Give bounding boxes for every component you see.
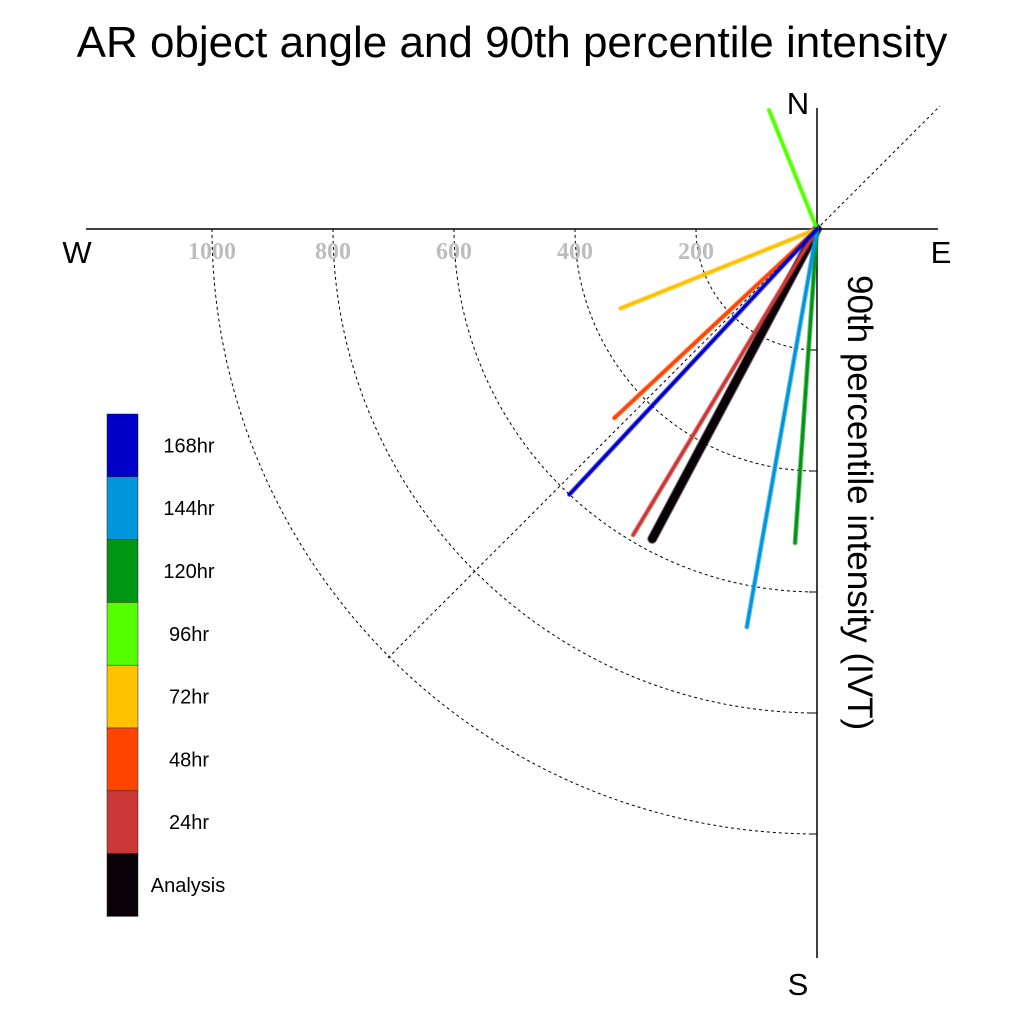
legend-swatch-120hr: [106, 539, 139, 603]
tick-label-1000: 1000: [188, 239, 236, 265]
compass-south: S: [788, 967, 809, 1002]
polar-grid: [211, 105, 941, 835]
vector-24hr: [631, 227, 819, 537]
legend-label-96hr: 96hr: [169, 624, 209, 646]
tick-label-400: 400: [557, 239, 593, 265]
vector-analysis: [648, 225, 821, 543]
legend-label-144hr: 144hr: [163, 498, 214, 520]
legend-swatch-96hr: [106, 602, 139, 666]
legend-label-120hr: 120hr: [163, 561, 214, 583]
vector-144hr: [745, 227, 819, 629]
legend-label-168hr: 168hr: [163, 435, 214, 457]
legend-swatch-analysis: [106, 853, 139, 917]
legend-swatch-144hr: [106, 476, 139, 540]
legend-swatch-168hr: [106, 413, 139, 478]
vector-series: [566, 107, 822, 630]
compass-west: W: [62, 235, 92, 270]
legend-label-analysis: Analysis: [151, 875, 225, 897]
legend-label-24hr: 24hr: [169, 812, 209, 834]
grid-diagonal: [387, 105, 941, 659]
grid-arc-600: [453, 228, 818, 593]
radial-tick-labels: 200 400 600 800 1000: [188, 239, 714, 265]
vector-120hr: [793, 227, 819, 545]
legend-label-48hr: 48hr: [169, 749, 209, 771]
grid-arc-1000: [211, 228, 818, 835]
vector-72hr: [619, 227, 819, 310]
tick-label-800: 800: [315, 239, 351, 265]
legend-swatch-72hr: [106, 664, 139, 729]
chart-title: AR object angle and 90th percentile inte…: [77, 18, 948, 67]
compass-north: N: [787, 86, 809, 121]
intensity-axis-label: 90th percentile intensity (IVT): [840, 275, 879, 730]
legend: 168hr 144hr 120hr 96hr 72hr 48hr 24hr Analysis: [106, 413, 225, 917]
tick-label-600: 600: [436, 239, 472, 265]
grid-arc-200: [695, 228, 818, 351]
compass-east: E: [931, 235, 952, 270]
vector-48hr: [612, 227, 819, 420]
grid-arc-400: [574, 228, 818, 472]
legend-label-72hr: 72hr: [169, 687, 209, 709]
legend-swatch-48hr: [106, 727, 139, 792]
vector-96hr: [767, 108, 819, 231]
tick-label-200: 200: [678, 239, 714, 265]
vector-168hr: [567, 227, 819, 496]
legend-swatch-24hr: [106, 790, 139, 854]
